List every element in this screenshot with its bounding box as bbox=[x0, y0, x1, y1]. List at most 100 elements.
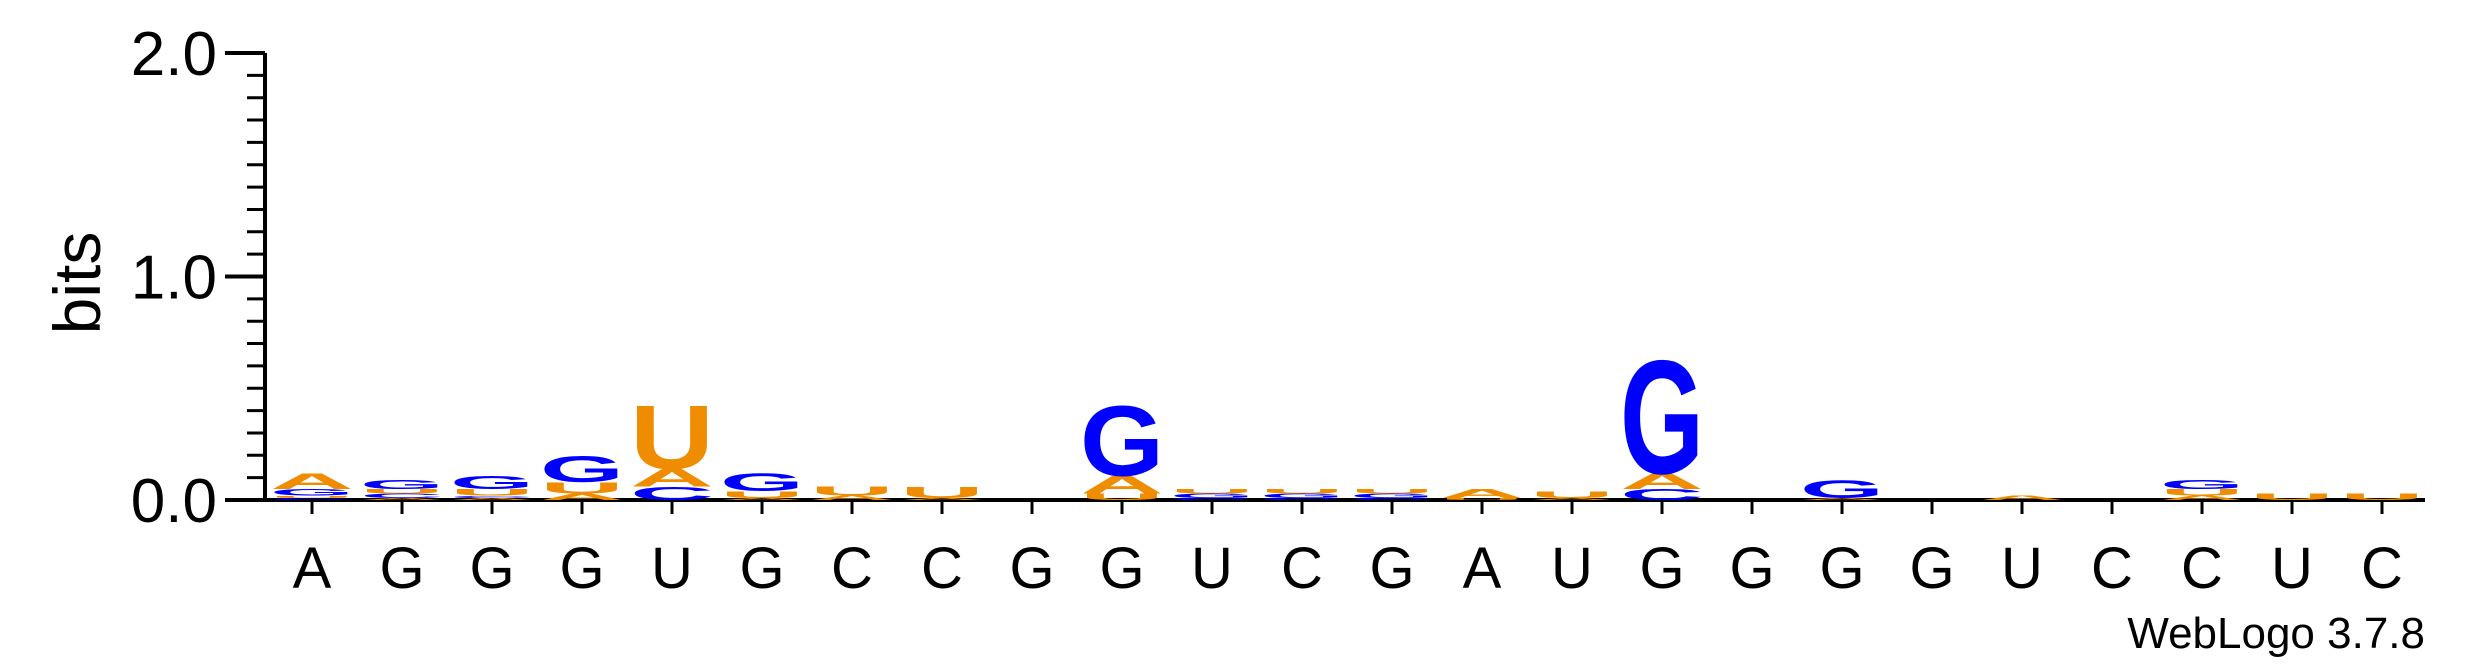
logo-letter-g: G bbox=[1350, 492, 1434, 499]
svg-text:C: C bbox=[1350, 497, 1434, 500]
svg-text:C: C bbox=[1260, 497, 1344, 500]
x-tick-label: C bbox=[921, 536, 963, 601]
logo-letter-a: A bbox=[270, 469, 354, 493]
svg-text:C: C bbox=[270, 497, 354, 500]
logo-letter-u: U bbox=[1170, 488, 1254, 495]
logo-letter-u: U bbox=[900, 484, 984, 501]
logo-letter-a: A bbox=[2160, 494, 2244, 501]
x-tick-label: G bbox=[1369, 536, 1414, 601]
svg-text:G: G bbox=[540, 448, 624, 490]
x-tick-label: U bbox=[2001, 536, 2043, 601]
logo-letter-u: U bbox=[810, 484, 894, 498]
logo-letter-c: C bbox=[1170, 497, 1254, 500]
x-tick-label: U bbox=[1191, 536, 1233, 601]
x-tick-label: G bbox=[1909, 536, 1954, 601]
logo-letter-c: C bbox=[630, 483, 714, 504]
logo-letter-a: A bbox=[900, 497, 984, 500]
x-tick-label: U bbox=[651, 536, 693, 601]
svg-text:C: C bbox=[1620, 486, 1704, 503]
svg-text:A: A bbox=[1800, 497, 1884, 500]
logo-letter-u: U bbox=[2160, 487, 2244, 497]
logo-letter-a: A bbox=[720, 497, 804, 500]
logo-letter-a: A bbox=[540, 492, 624, 502]
x-tick-label: G bbox=[1099, 536, 1144, 601]
logo-letter-g: G bbox=[540, 448, 624, 490]
svg-text:G: G bbox=[360, 478, 444, 492]
x-tick-label: A bbox=[1463, 536, 1502, 601]
svg-text:U: U bbox=[450, 487, 534, 497]
svg-text:A: A bbox=[1620, 469, 1704, 493]
svg-text:U: U bbox=[2340, 492, 2424, 502]
logo-letter-c: C bbox=[1350, 497, 1434, 500]
logo-letter-g: G bbox=[1620, 326, 1704, 508]
logo-letter-u: U bbox=[2340, 492, 2424, 502]
svg-text:G: G bbox=[450, 472, 534, 493]
logo-letter-g: G bbox=[450, 472, 534, 493]
svg-text:A: A bbox=[2160, 494, 2244, 501]
logo-letter-u: U bbox=[2250, 492, 2334, 502]
svg-text:A: A bbox=[270, 469, 354, 493]
x-tick-label: C bbox=[831, 536, 873, 601]
x-tick-label: C bbox=[1281, 536, 1323, 601]
logo-letter-a: A bbox=[1620, 469, 1704, 493]
svg-text:G: G bbox=[270, 487, 354, 497]
svg-text:U: U bbox=[540, 479, 624, 496]
logo-letter-a: A bbox=[1530, 497, 1614, 500]
logo-letter-a: A bbox=[360, 497, 444, 500]
logo-letter-a: A bbox=[1440, 487, 1524, 501]
svg-text:U: U bbox=[2160, 487, 2244, 497]
logo-letter-a: A bbox=[1980, 494, 2064, 501]
svg-text:A: A bbox=[360, 497, 444, 500]
x-tick-label: G bbox=[1819, 536, 1864, 601]
logo-letter-u: U bbox=[1440, 497, 1524, 500]
svg-text:C: C bbox=[360, 492, 444, 499]
x-tick-label: U bbox=[2271, 536, 2313, 601]
svg-text:A: A bbox=[540, 492, 624, 502]
svg-text:G: G bbox=[2160, 478, 2244, 492]
svg-text:U: U bbox=[1440, 497, 1524, 500]
logo-letter-u: U bbox=[360, 488, 444, 495]
svg-text:A: A bbox=[450, 497, 534, 500]
svg-text:G: G bbox=[1080, 386, 1164, 497]
x-tick-label: C bbox=[2091, 536, 2133, 601]
y-axis-label: bits bbox=[40, 232, 114, 335]
svg-text:G: G bbox=[1350, 492, 1434, 499]
svg-text:A: A bbox=[1440, 487, 1524, 501]
logo-letter-u: U bbox=[1350, 488, 1434, 495]
logo-letter-g: G bbox=[2160, 478, 2244, 492]
x-tick-label: G bbox=[1729, 536, 1774, 601]
logo-letter-u: U bbox=[1530, 489, 1614, 499]
svg-text:U: U bbox=[1170, 488, 1254, 495]
logo-letter-g: G bbox=[360, 478, 444, 492]
y-tick-label: 0.0 bbox=[131, 467, 217, 536]
x-tick-label: G bbox=[469, 536, 514, 601]
logo-letter-a: A bbox=[450, 497, 534, 500]
svg-text:A: A bbox=[630, 464, 714, 492]
svg-text:C: C bbox=[1170, 497, 1254, 500]
logo-letter-g: G bbox=[720, 469, 804, 497]
y-tick-label: 2.0 bbox=[131, 20, 217, 89]
svg-text:A: A bbox=[1080, 471, 1164, 499]
svg-text:U: U bbox=[1530, 489, 1614, 499]
logo-letter-g: G bbox=[270, 487, 354, 497]
logo-letter-c: C bbox=[450, 495, 534, 498]
logo-letter-c: C bbox=[1620, 486, 1704, 503]
svg-text:G: G bbox=[720, 469, 804, 497]
svg-text:U: U bbox=[270, 495, 354, 498]
logo-letter-u: U bbox=[270, 495, 354, 498]
logo-letter-u: U bbox=[540, 479, 624, 496]
logo-letter-u: U bbox=[1080, 492, 1164, 502]
logo-letter-a: A bbox=[630, 464, 714, 492]
logo-letter-a: A bbox=[1080, 471, 1164, 499]
svg-text:A: A bbox=[810, 494, 894, 501]
x-tick-label: G bbox=[739, 536, 784, 601]
logo-letter-u: U bbox=[1260, 488, 1344, 495]
svg-text:U: U bbox=[2250, 492, 2334, 502]
x-tick-label: G bbox=[379, 536, 424, 601]
svg-text:U: U bbox=[720, 489, 804, 499]
logo-letter-u: U bbox=[450, 487, 534, 497]
svg-text:A: A bbox=[1530, 497, 1614, 500]
x-tick-label: G bbox=[1639, 536, 1684, 601]
